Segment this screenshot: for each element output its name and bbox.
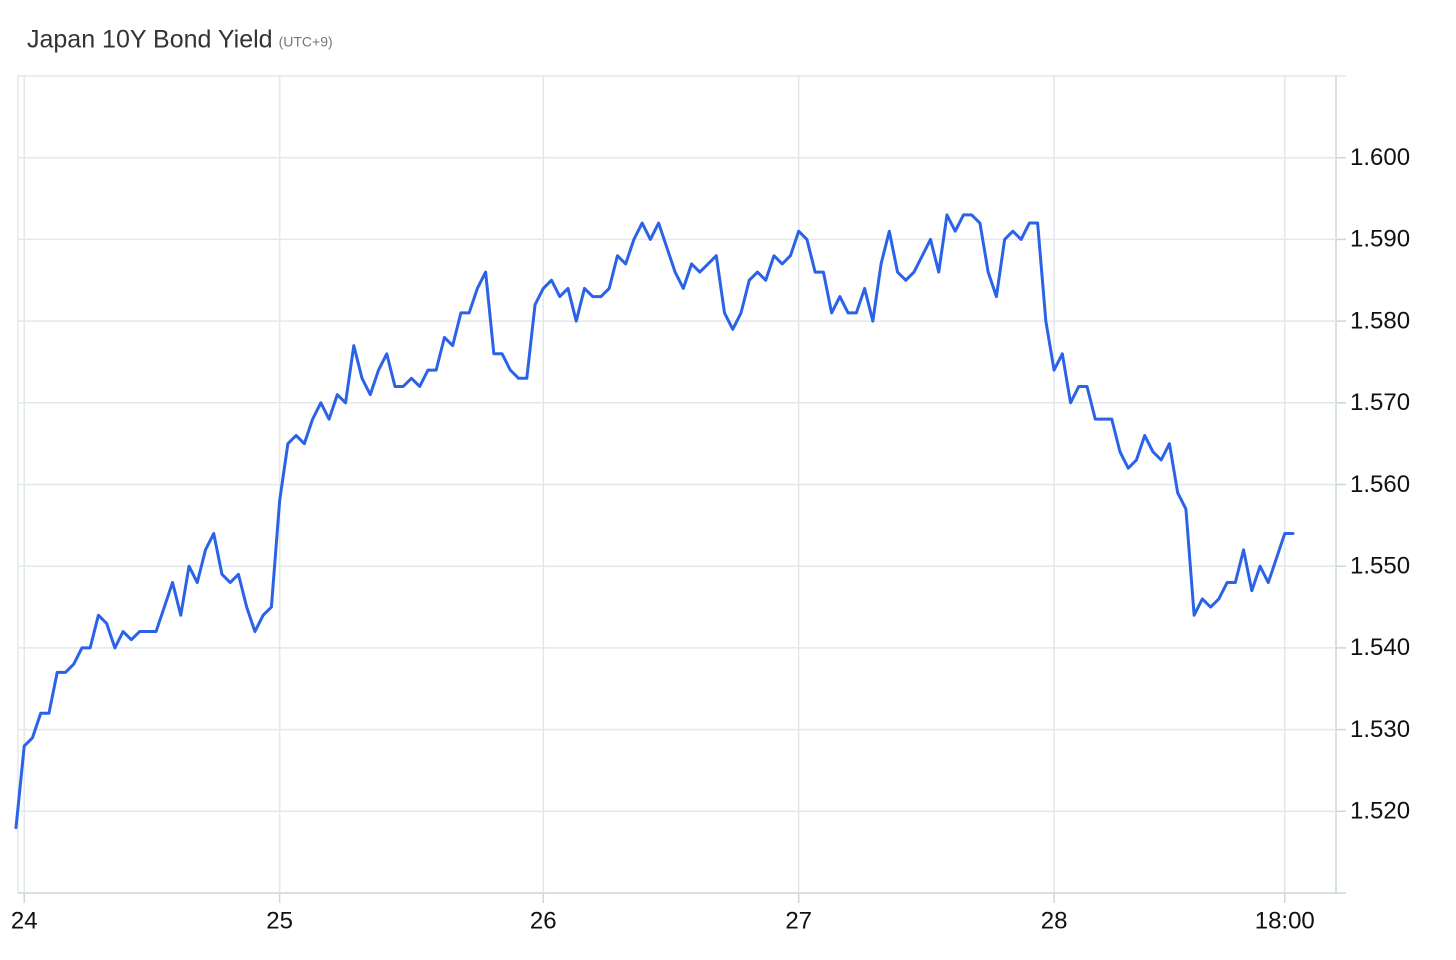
y-tick-label: 1.570 (1350, 389, 1410, 416)
y-tick-label: 1.550 (1350, 553, 1410, 580)
x-tick-label: 27 (785, 907, 812, 934)
data-line (14, 213, 1295, 830)
y-tick-label: 1.540 (1350, 634, 1410, 661)
x-tick-label: 18:00 (1255, 907, 1315, 934)
chart-title: Japan 10Y Bond Yield (27, 26, 273, 54)
y-tick-label: 1.600 (1350, 144, 1410, 171)
x-tick-label: 25 (266, 907, 293, 934)
x-tick-label: 24 (11, 907, 38, 934)
x-tick-label: 26 (530, 907, 557, 934)
chart-subtitle: (UTC+9) (279, 34, 333, 50)
y-tick-label: 1.590 (1350, 226, 1410, 253)
y-tick-label: 1.530 (1350, 716, 1410, 743)
x-tick-label: 28 (1041, 907, 1068, 934)
y-tick-label: 1.580 (1350, 307, 1410, 334)
y-tick-label: 1.520 (1350, 798, 1410, 825)
y-tick-label: 1.560 (1350, 471, 1410, 498)
